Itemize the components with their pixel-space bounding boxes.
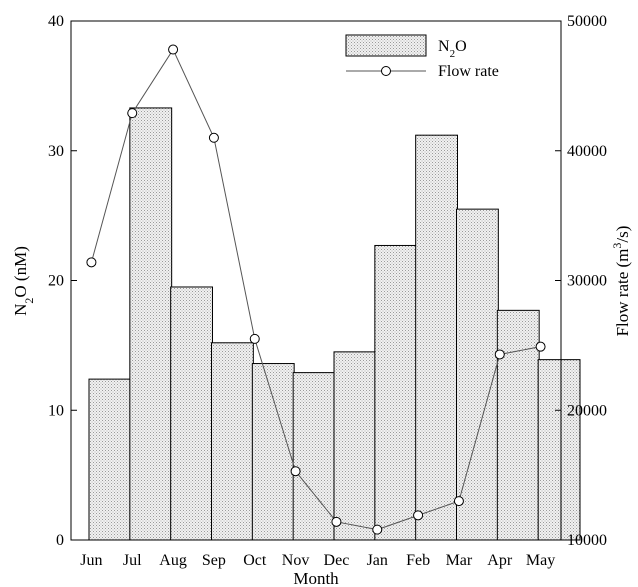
x-tick-label: Jun: [80, 552, 102, 569]
left-y-axis: 0 10 20 30 40: [48, 13, 77, 549]
x-tick-label: Oct: [243, 552, 267, 569]
x-axis: Jun Jul Aug Sep Oct Nov Dec Jan Feb Mar Apr May: [80, 552, 555, 569]
bar-may: [537, 359, 581, 541]
flow-rate-point-jul: [127, 108, 138, 119]
legend-label-n2o: N2O: [438, 38, 467, 60]
flow-rate-point-aug: [168, 44, 179, 55]
x-tick-label: Apr: [487, 552, 513, 569]
x-tick-label: May: [526, 552, 555, 569]
flow-rate-point-oct: [249, 333, 260, 344]
flow-rate-point-feb: [413, 510, 424, 521]
flow-rate-point-dec: [331, 516, 342, 527]
flow-rate-line: [90, 48, 541, 531]
flow-rate-point-mar: [453, 496, 464, 507]
left-y-tick-label: 40: [48, 13, 64, 30]
flow-rate-point-sep: [208, 132, 219, 143]
legend: N2O Flow rate: [345, 34, 499, 80]
flow-rate-point-apr: [494, 349, 505, 360]
left-y-tick-label: 20: [48, 273, 64, 290]
bar-jan: [374, 244, 418, 541]
x-tick-label: Feb: [406, 552, 430, 569]
right-y-tick-label: 10000: [567, 532, 607, 549]
right-y-axis: 10000 20000 30000 40000 50000: [555, 13, 607, 549]
bar-feb: [415, 134, 458, 541]
right-y-tick-label: 40000: [567, 143, 607, 160]
bar-oct: [251, 363, 295, 541]
left-y-tick-label: 30: [48, 143, 64, 160]
bar-aug: [170, 286, 214, 541]
flow-rate-point-may: [535, 341, 546, 352]
flow-rate-point-jun: [86, 257, 97, 268]
x-tick-label: Jul: [123, 552, 142, 569]
flow-rate-point-nov: [290, 466, 301, 477]
x-tick-label: Sep: [202, 552, 226, 569]
x-tick-label: Dec: [324, 552, 350, 569]
legend-swatch-n2o: [345, 34, 427, 57]
left-y-axis-title: N2O (nM): [11, 246, 36, 316]
left-y-tick-label: 0: [56, 532, 64, 549]
right-y-tick-label: 30000: [567, 273, 607, 290]
x-tick-label: Jan: [367, 552, 388, 569]
right-y-tick-label: 20000: [567, 402, 607, 419]
x-axis-title: Month: [293, 569, 339, 587]
bar-mar: [456, 208, 499, 541]
legend-label-flow-rate: Flow rate: [438, 63, 499, 80]
flow-rate-point-jan: [372, 524, 383, 535]
bar-sep: [211, 342, 254, 541]
right-y-tick-label: 50000: [567, 13, 607, 30]
left-y-tick-label: 10: [48, 402, 64, 419]
x-tick-label: Aug: [159, 552, 187, 569]
bar-jul: [129, 107, 173, 541]
bar-apr: [496, 309, 540, 541]
bar-jun: [88, 378, 132, 541]
x-tick-label: Mar: [446, 552, 473, 569]
bar-nov: [292, 372, 336, 541]
bar-series-n2o: [88, 107, 581, 541]
legend-marker-flow-rate: [381, 66, 391, 76]
right-y-axis-title: Flow rate (m3/s): [610, 226, 632, 337]
x-tick-label: Nov: [282, 552, 310, 569]
bar-dec: [333, 351, 377, 541]
line-series-flow-rate: [86, 44, 546, 535]
